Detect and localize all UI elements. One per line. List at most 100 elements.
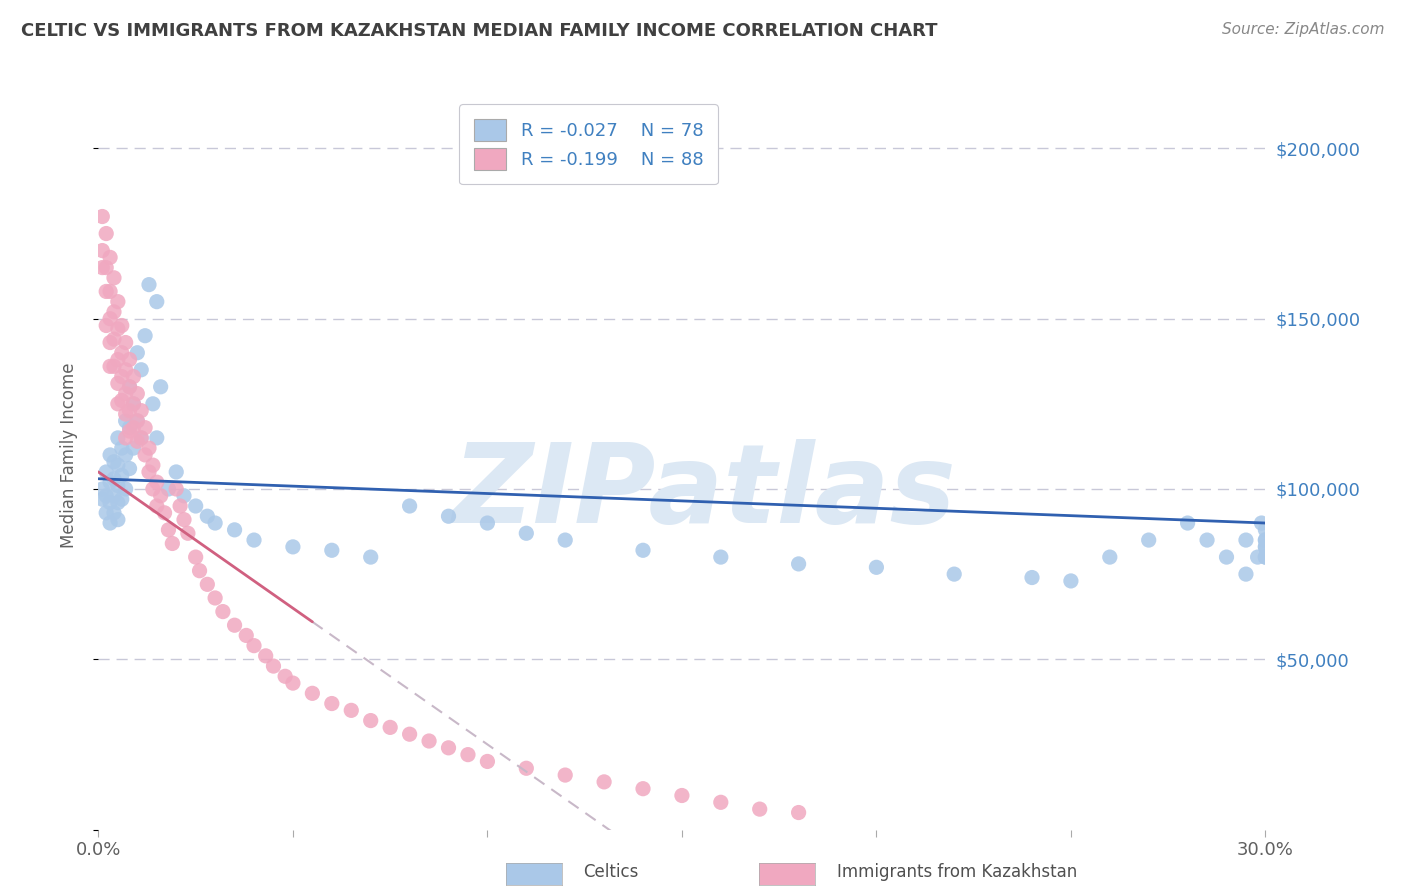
Point [204, 591, 226, 605]
Point [173, 513, 195, 527]
Point [107, 431, 129, 445]
Point [129, 403, 152, 417]
Point [96, 489, 118, 503]
Legend: R = -0.027    N = 78, R = -0.199    N = 88: R = -0.027 N = 78, R = -0.199 N = 88 [460, 104, 718, 185]
Point [631, 543, 654, 558]
Point [254, 648, 277, 663]
Point [142, 397, 165, 411]
Point [1137, 533, 1160, 547]
Point [418, 734, 440, 748]
Point [91, 210, 114, 224]
Text: Immigrants from Kazakhstan: Immigrants from Kazakhstan [837, 863, 1077, 881]
Point [114, 448, 136, 462]
Point [787, 557, 810, 571]
Point [146, 499, 169, 513]
Point [134, 448, 156, 462]
Point [1254, 540, 1277, 554]
Point [1215, 550, 1237, 565]
Point [188, 564, 211, 578]
Point [98, 335, 121, 350]
Point [748, 802, 770, 816]
Point [301, 686, 323, 700]
Point [98, 251, 121, 265]
Point [177, 526, 200, 541]
Point [118, 380, 141, 394]
Point [111, 345, 134, 359]
Point [1250, 516, 1272, 530]
Point [157, 523, 180, 537]
Point [103, 506, 125, 520]
Point [111, 393, 134, 408]
Text: CELTIC VS IMMIGRANTS FROM KAZAKHSTAN MEDIAN FAMILY INCOME CORRELATION CHART: CELTIC VS IMMIGRANTS FROM KAZAKHSTAN MED… [21, 22, 938, 40]
Point [114, 482, 136, 496]
Point [114, 386, 136, 401]
Point [103, 359, 125, 374]
Point [107, 322, 129, 336]
Point [96, 285, 118, 299]
Point [107, 478, 129, 492]
Point [103, 472, 125, 486]
Point [138, 465, 160, 479]
Point [91, 482, 114, 496]
Point [554, 768, 576, 782]
Point [129, 431, 152, 445]
Point [146, 475, 169, 490]
Point [98, 495, 121, 509]
Point [111, 369, 134, 384]
Point [477, 755, 499, 769]
Point [1195, 533, 1218, 547]
Text: Source: ZipAtlas.com: Source: ZipAtlas.com [1222, 22, 1385, 37]
Point [162, 536, 184, 550]
Point [165, 482, 187, 496]
Point [1254, 550, 1277, 565]
Point [103, 455, 125, 469]
Point [224, 523, 246, 537]
Point [127, 345, 149, 359]
Point [111, 492, 134, 507]
Point [787, 805, 810, 820]
Point [107, 458, 129, 472]
Point [212, 605, 235, 619]
Point [122, 369, 145, 384]
Point [153, 506, 176, 520]
Point [91, 492, 114, 507]
Point [437, 509, 460, 524]
Point [114, 335, 136, 350]
Point [111, 318, 134, 333]
Point [142, 482, 165, 496]
Point [107, 513, 129, 527]
Point [118, 420, 141, 434]
Point [169, 499, 191, 513]
Point [98, 475, 121, 490]
Point [127, 434, 149, 449]
Point [114, 363, 136, 377]
Point [129, 363, 152, 377]
Point [127, 386, 149, 401]
Point [477, 516, 499, 530]
Point [118, 403, 141, 417]
Point [149, 489, 172, 503]
Point [224, 618, 246, 632]
Point [118, 461, 141, 475]
Point [262, 659, 284, 673]
Point [554, 533, 576, 547]
Point [184, 550, 207, 565]
Point [138, 277, 160, 292]
Point [437, 740, 460, 755]
Point [111, 468, 134, 483]
Point [103, 489, 125, 503]
Point [96, 318, 118, 333]
Point [865, 560, 887, 574]
Point [96, 227, 118, 241]
Point [173, 489, 195, 503]
Point [195, 509, 218, 524]
Point [281, 676, 304, 690]
Point [1254, 550, 1277, 565]
Point [1254, 533, 1277, 547]
Point [1177, 516, 1199, 530]
Point [134, 328, 156, 343]
Point [96, 465, 118, 479]
Point [1234, 533, 1257, 547]
Point [710, 550, 733, 565]
Point [127, 414, 149, 428]
